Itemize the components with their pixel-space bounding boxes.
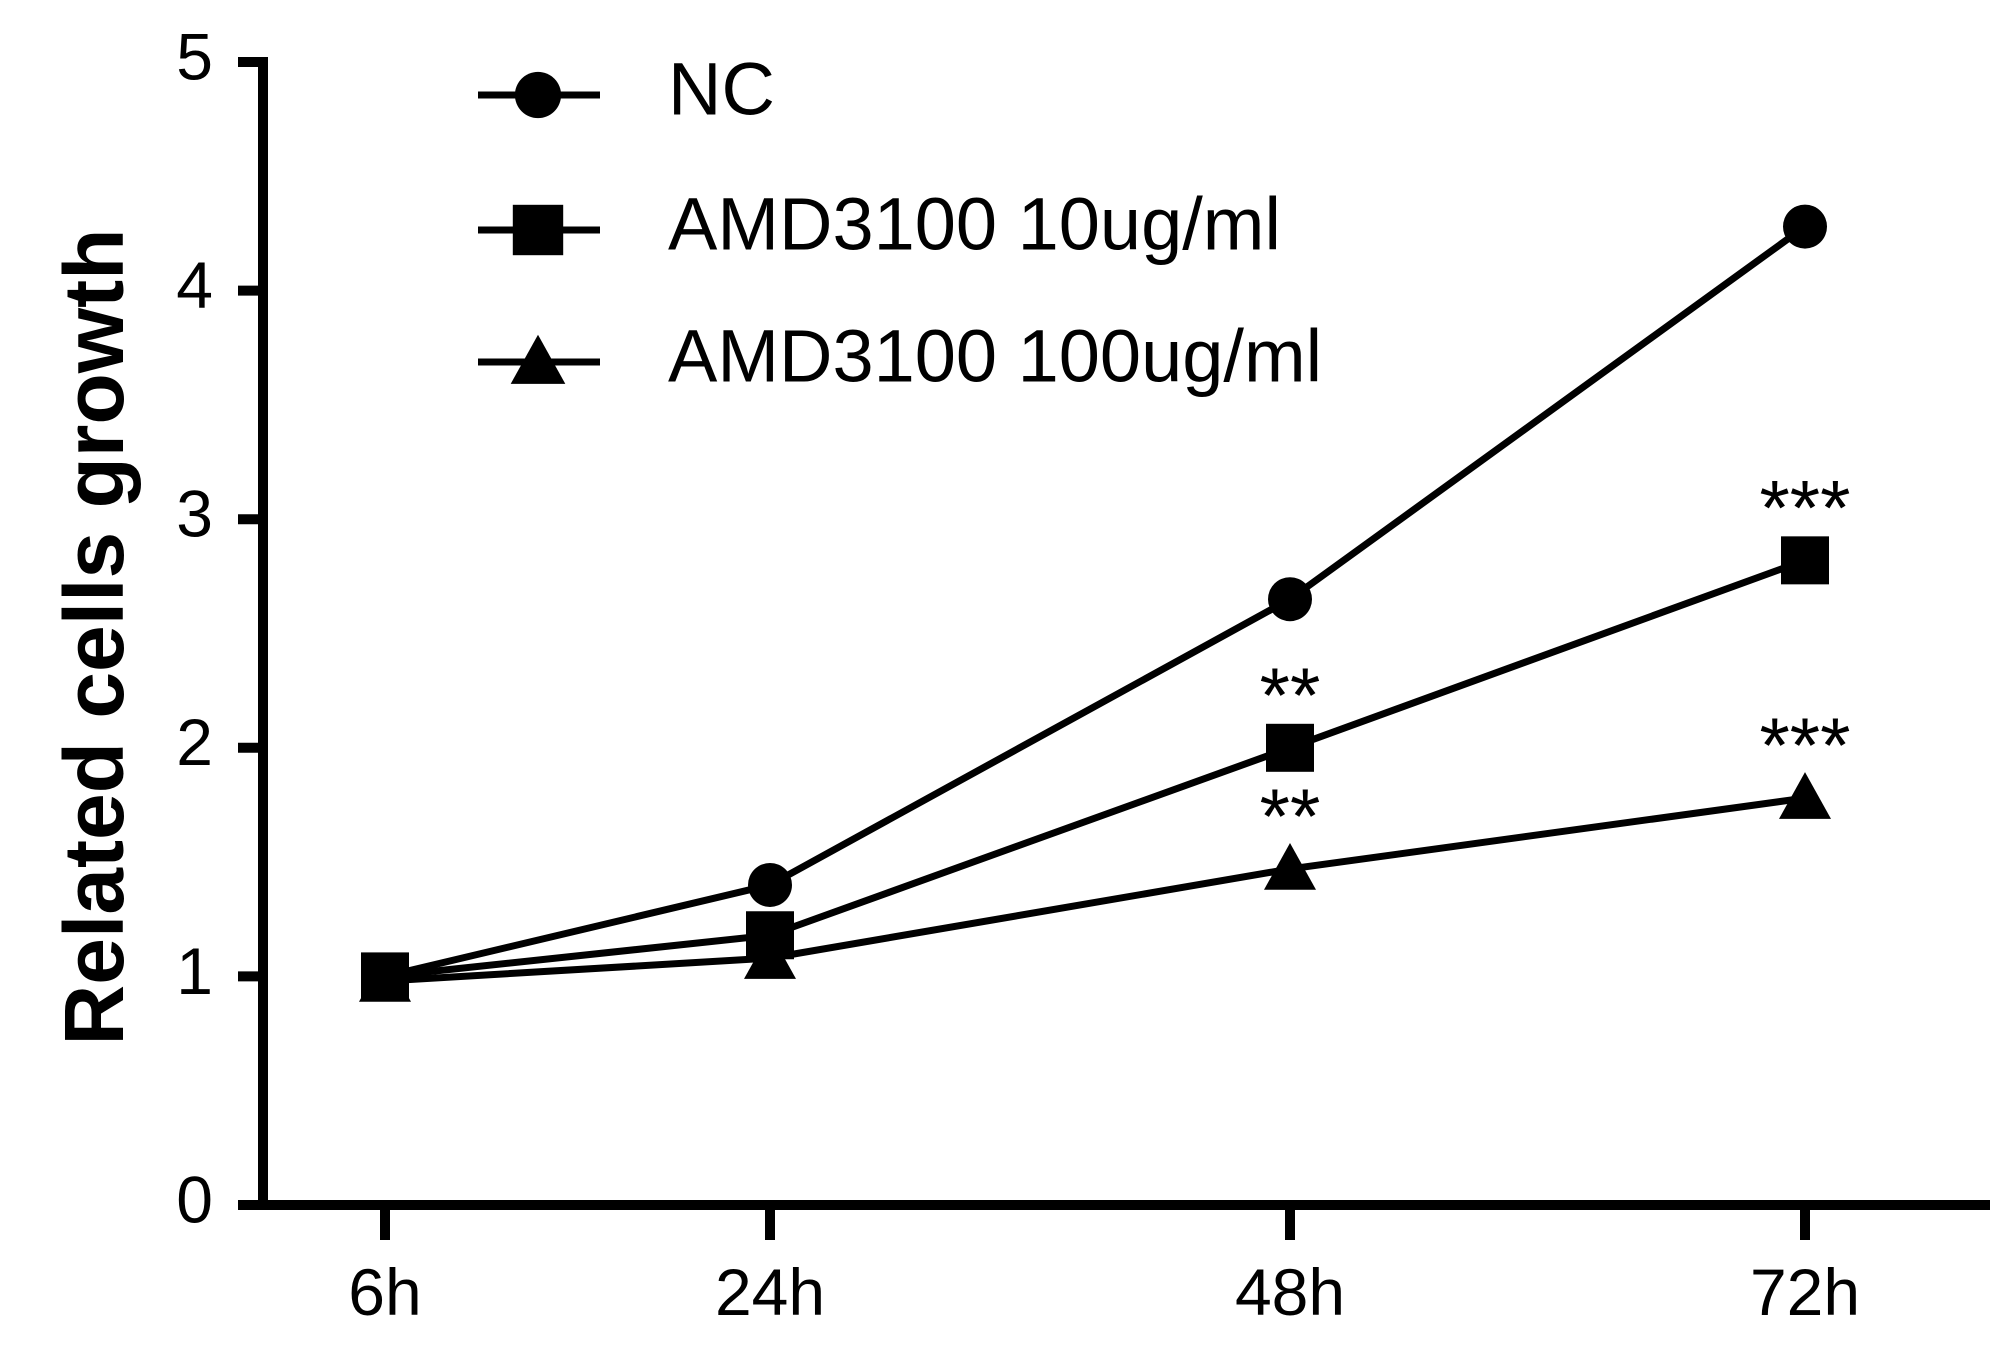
legend-label-nc: NC <box>668 48 775 131</box>
y-tick-label: 4 <box>176 248 213 322</box>
y-axis-label: Related cells growth <box>47 229 141 1046</box>
significance-label: *** <box>1759 463 1850 551</box>
series-line-nc <box>384 223 1808 980</box>
data-point-nc <box>1783 204 1827 249</box>
series-line-amd3100-100ug-ml <box>384 794 1806 985</box>
legend-marker-nc <box>514 71 562 119</box>
annotation-layer: ********** <box>1260 463 1851 860</box>
axes: 0 1 2 3 4 5 6h 24h 48h 72h <box>176 19 1990 1329</box>
data-point-amd3100-10ug-ml <box>1266 723 1314 772</box>
y-tick-label: 0 <box>176 1162 213 1236</box>
x-tick-label: 72h <box>1750 1255 1860 1329</box>
significance-label: ** <box>1260 651 1321 739</box>
x-tick-label: 48h <box>1235 1255 1345 1329</box>
y-tick-label: 1 <box>176 934 213 1008</box>
data-point-amd3100-10ug-ml <box>1781 536 1829 585</box>
legend-marker-amd3100-100ug-ml <box>510 334 566 384</box>
significance-label: ** <box>1260 772 1321 860</box>
data-point-nc <box>1268 577 1312 622</box>
legend-label-amd3100-100ug-ml: AMD3100 100ug/ml <box>668 315 1322 398</box>
y-tick-label: 2 <box>176 705 213 779</box>
series-line-amd3100-10ug-ml <box>384 557 1807 980</box>
data-point-amd3100-100ug-ml <box>1779 772 1831 819</box>
data-point-amd3100-10ug-ml <box>746 911 794 960</box>
y-tick-label: 3 <box>176 477 213 551</box>
data-point-amd3100-100ug-ml <box>1264 842 1316 890</box>
legend: NC AMD3100 10ug/ml AMD3100 100ug/ml <box>478 48 1322 398</box>
legend-label-amd3100-10ug-ml: AMD3100 10ug/ml <box>668 183 1281 266</box>
x-tick-label: 24h <box>715 1255 825 1329</box>
y-tick-label: 5 <box>176 19 213 93</box>
significance-label: *** <box>1759 701 1850 789</box>
legend-marker-amd3100-10ug-ml <box>512 204 564 256</box>
data-point-nc <box>363 954 407 999</box>
x-tick-label: 6h <box>348 1255 421 1329</box>
series-layer <box>359 204 1831 1002</box>
data-point-nc <box>748 862 792 907</box>
